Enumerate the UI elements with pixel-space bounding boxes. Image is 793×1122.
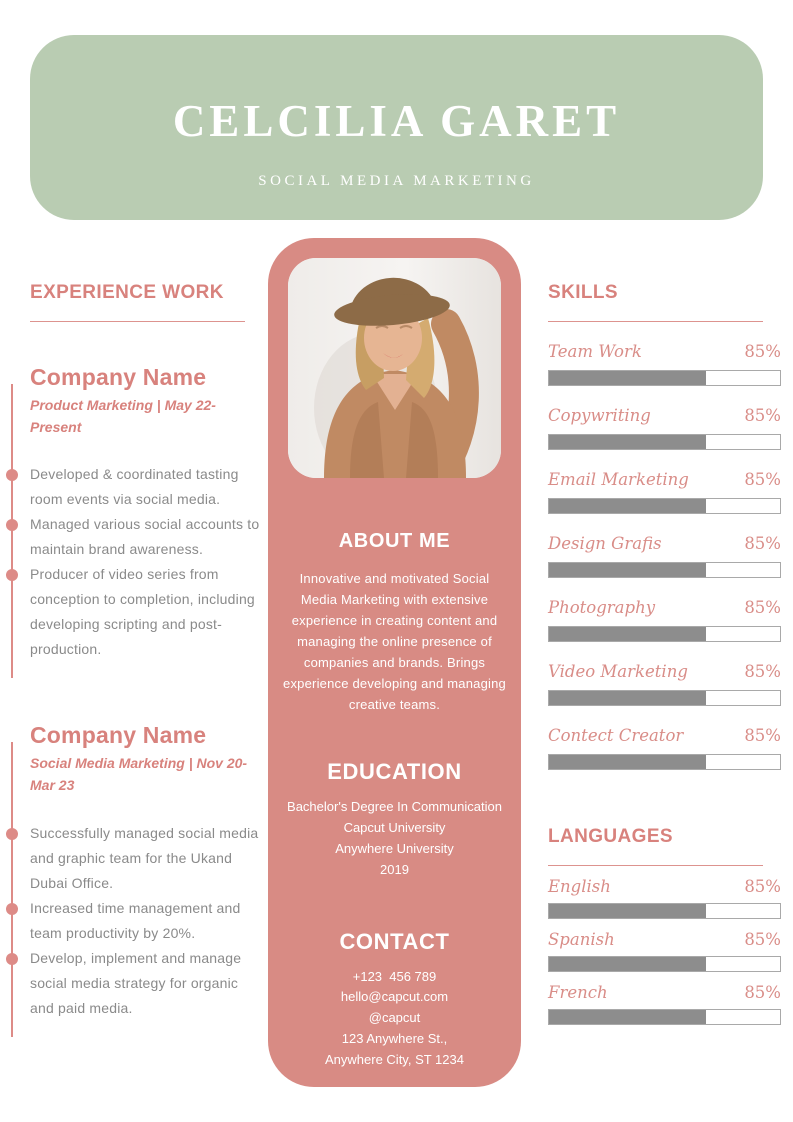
education-line: Bachelor's Degree In Communication — [287, 799, 502, 815]
skill-progress-fill — [549, 691, 707, 705]
experience-bullets: Successfully managed social media and gr… — [6, 821, 262, 1021]
skill-progress-fill — [549, 563, 707, 577]
skill-percent: 85% — [744, 342, 781, 361]
skill-progress-bar — [548, 754, 781, 770]
skill-label: Email Marketing — [548, 470, 689, 489]
language-percent: 85% — [744, 930, 781, 949]
language-percent: 85% — [744, 877, 781, 896]
skill-progress-fill — [549, 435, 707, 449]
skill-row: Photography 85% — [548, 598, 781, 642]
education-details: Bachelor's Degree In Communication Capcu… — [268, 797, 521, 880]
experience-heading: EXPERIENCE WORK — [30, 282, 224, 303]
skill-percent: 85% — [744, 406, 781, 425]
contact-heading: CONTACT — [339, 928, 450, 954]
skill-label: Design Grafis — [548, 534, 662, 553]
skill-percent: 85% — [744, 662, 781, 681]
language-row: English 85% — [548, 877, 781, 919]
skill-progress-bar — [548, 562, 781, 578]
skill-progress-bar — [548, 498, 781, 514]
skill-progress-fill — [549, 627, 707, 641]
language-progress-bar — [548, 903, 781, 919]
skill-label: Copywriting — [548, 406, 651, 425]
education-line: 2019 — [380, 861, 409, 877]
skill-row: Design Grafis 85% — [548, 534, 781, 578]
language-label: Spanish — [548, 930, 615, 949]
education-line: Capcut University — [343, 820, 446, 836]
section-divider — [548, 321, 763, 322]
skills-section: SKILLS Team Work 85% Copywriting 85% Email… — [548, 282, 781, 1025]
language-progress-bar — [548, 1009, 781, 1025]
skill-row: Video Marketing 85% — [548, 662, 781, 706]
contact-details: +123 456 789 hello@capcut.com @capcut 12… — [268, 967, 521, 1071]
skill-label: Photography — [548, 598, 656, 617]
company-name: Company Name — [30, 722, 207, 749]
skill-label: Contect Creator — [548, 726, 684, 745]
skill-label: Video Marketing — [548, 662, 688, 681]
experience-bullet: Developed & coordinated tasting room eve… — [6, 462, 262, 512]
skill-progress-fill — [549, 499, 707, 513]
languages-heading: LANGUAGES — [548, 826, 673, 847]
skill-label: Team Work — [548, 342, 642, 361]
experience-entry: Company Name Social Media Marketing | No… — [6, 722, 262, 1038]
language-progress-fill — [549, 904, 707, 918]
skill-percent: 85% — [744, 534, 781, 553]
skill-row: Contect Creator 85% — [548, 726, 781, 770]
skill-row: Email Marketing 85% — [548, 470, 781, 514]
education-line: Anywhere University — [335, 840, 454, 856]
skill-percent: 85% — [744, 598, 781, 617]
contact-address-line: Anywhere City, ST 1234 — [325, 1051, 464, 1067]
role-and-dates: Product Marketing | May 22-Present — [30, 397, 216, 435]
skill-progress-bar — [548, 434, 781, 450]
experience-section: EXPERIENCE WORK Company Name Product Mar… — [6, 282, 262, 1038]
role-and-dates: Social Media Marketing | Nov 20-Mar 23 — [30, 755, 248, 794]
language-row: French 85% — [548, 983, 781, 1025]
profile-photo-illustration — [288, 258, 501, 478]
language-progress-bar — [548, 956, 781, 972]
language-label: English — [548, 877, 611, 896]
contact-handle: @capcut — [368, 1010, 421, 1026]
person-name: CELCILIA GARET — [172, 96, 621, 146]
language-label: French — [548, 983, 608, 1002]
profile-panel: ABOUT ME Innovative and motivated Social… — [268, 238, 521, 1087]
contact-phone: +123 456 789 — [352, 968, 437, 984]
language-progress-fill — [549, 957, 707, 971]
experience-bullets: Developed & coordinated tasting room eve… — [6, 462, 262, 662]
experience-bullet: Develop, implement and manage social med… — [6, 946, 262, 1021]
experience-bullet: Increased time management and team produ… — [6, 896, 262, 946]
experience-entry: Company Name Product Marketing | May 22-… — [6, 364, 262, 679]
profile-photo — [288, 258, 501, 478]
skill-progress-fill — [549, 755, 707, 769]
skills-heading: SKILLS — [548, 282, 618, 303]
about-heading: ABOUT ME — [338, 530, 451, 552]
skill-progress-bar — [548, 370, 781, 386]
education-heading: EDUCATION — [327, 759, 462, 785]
skill-row: Copywriting 85% — [548, 406, 781, 450]
contact-address-line: 123 Anywhere St., — [341, 1030, 448, 1046]
language-progress-fill — [549, 1010, 707, 1024]
person-role-subtitle: SOCIAL MEDIA MARKETING — [258, 173, 535, 189]
skill-percent: 85% — [744, 470, 781, 489]
skill-row: Team Work 85% — [548, 342, 781, 386]
language-percent: 85% — [744, 983, 781, 1002]
skill-progress-bar — [548, 690, 781, 706]
skill-percent: 85% — [744, 726, 781, 745]
header-card: CELCILIA GARET SOCIAL MEDIA MARKETING — [30, 35, 763, 220]
skill-progress-fill — [549, 371, 707, 385]
languages-section: LANGUAGES English 85% Spanish 85% French 85… — [548, 826, 781, 1025]
section-divider — [30, 321, 245, 322]
company-name: Company Name — [30, 364, 207, 390]
contact-email: hello@capcut.com — [340, 989, 449, 1005]
language-row: Spanish 85% — [548, 930, 781, 972]
experience-bullet: Managed various social accounts to maint… — [6, 512, 262, 562]
skill-progress-bar — [548, 626, 781, 642]
about-text: Innovative and motivated Social Media Ma… — [283, 571, 506, 713]
section-divider — [548, 865, 763, 866]
experience-bullet: Producer of video series from conception… — [6, 562, 262, 662]
experience-bullet: Successfully managed social media and gr… — [6, 821, 262, 896]
